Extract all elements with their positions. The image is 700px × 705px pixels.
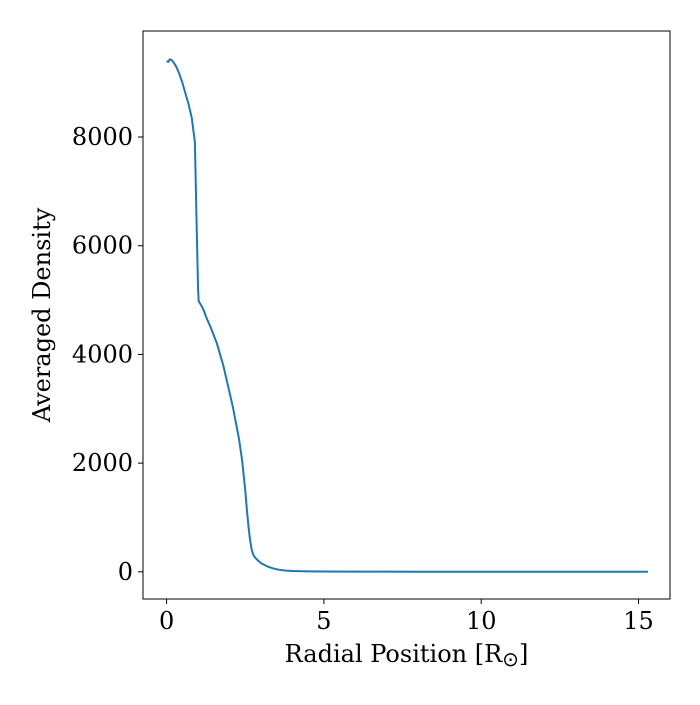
y-tick-label: 4000 bbox=[72, 340, 133, 368]
plot-frame bbox=[142, 30, 671, 600]
y-tick-label: 2000 bbox=[72, 449, 133, 477]
x-tick-label: 0 bbox=[159, 607, 174, 635]
x-axis-title-text: Radial Position [R bbox=[285, 640, 503, 668]
y-tick-label: 8000 bbox=[72, 123, 133, 151]
y-axis-ticks: 0 2000 4000 6000 8000 bbox=[72, 123, 143, 586]
y-tick-label: 0 bbox=[118, 558, 133, 586]
x-axis-title: Radial Position [R⊙] bbox=[285, 640, 529, 671]
x-axis-title-close: ] bbox=[519, 640, 528, 668]
density-line-series-0 bbox=[166, 58, 648, 573]
x-tick-label: 10 bbox=[466, 607, 497, 635]
data-layer bbox=[166, 58, 648, 573]
y-tick-label: 6000 bbox=[72, 232, 133, 260]
x-tick-label: 5 bbox=[316, 607, 331, 635]
sun-symbol: ⊙ bbox=[502, 647, 519, 671]
x-tick-label: 15 bbox=[623, 607, 654, 635]
y-axis-title: Averaged Density bbox=[28, 207, 56, 423]
x-axis-ticks: 0 5 10 15 bbox=[159, 599, 654, 635]
